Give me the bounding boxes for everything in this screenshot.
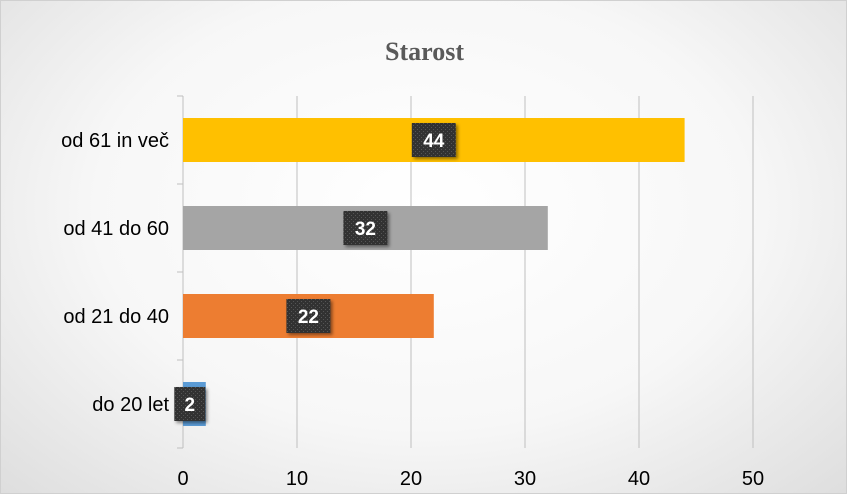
category-label: od 21 do 40 (63, 306, 169, 328)
chart-title: Starost (385, 37, 464, 66)
category-label: od 61 in več (61, 130, 169, 152)
data-label-box (286, 299, 331, 333)
category-label: do 20 let (92, 394, 169, 416)
data-label-box (174, 387, 206, 421)
x-tick-label: 10 (286, 468, 308, 490)
category-label: od 41 do 60 (63, 218, 169, 240)
x-tick-label: 0 (177, 468, 188, 490)
data-label-box (411, 123, 456, 157)
x-tick-label: 30 (514, 468, 536, 490)
x-tick-label: 40 (628, 468, 650, 490)
x-tick-label: 50 (742, 468, 764, 490)
data-label: 22 (298, 307, 319, 328)
data-label-box (343, 211, 388, 245)
x-tick-label: 20 (400, 468, 422, 490)
data-label: 44 (423, 131, 445, 152)
data-label: 32 (355, 219, 376, 240)
data-label: 2 (185, 395, 196, 416)
bars (183, 118, 685, 426)
